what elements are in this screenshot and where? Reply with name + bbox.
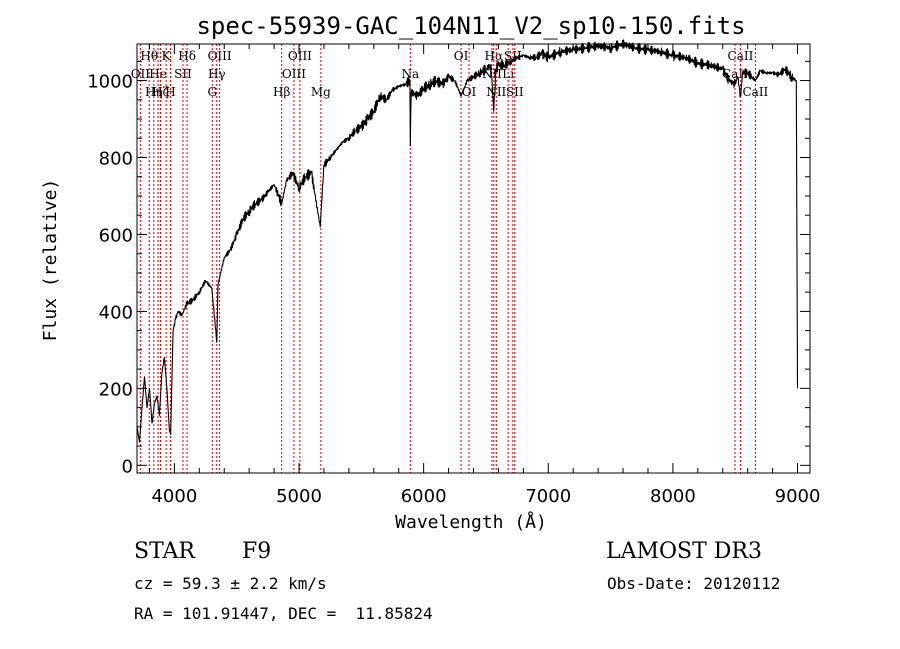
object-subclass: F9	[242, 539, 272, 564]
line-label: Mg	[311, 85, 331, 99]
x-tick-label: 5000	[276, 486, 322, 507]
line-label: OI	[462, 85, 477, 99]
y-tick-label: 800	[99, 149, 133, 170]
line-label: SII	[504, 49, 522, 63]
line-label: G	[207, 85, 217, 99]
line-label: OII	[131, 67, 151, 81]
line-label: Hα	[485, 49, 504, 63]
line-label: OIII	[288, 49, 312, 63]
plot-axes: 4000 5000 6000 7000 8000 9000 0 200 400 600 800 100…	[87, 43, 821, 507]
x-tick-label: 4000	[151, 486, 197, 507]
line-label: Li	[502, 67, 514, 81]
y-axis-label: Flux (relative)	[40, 179, 61, 342]
line-label: OI	[454, 49, 469, 63]
line-label: CaII	[742, 85, 768, 99]
line-label: Na	[401, 67, 419, 81]
observation-date: Obs-Date: 20120112	[607, 574, 781, 593]
line-label: SII	[506, 85, 524, 99]
spectral-lines: OIIHθHηHeHζKHSIIHδGHγOIIIHβOIIIOIIIMgNaO…	[131, 44, 769, 473]
x-tick-label: 9000	[775, 486, 821, 507]
x-tick-label: 6000	[401, 486, 447, 507]
redshift-value: cz = 59.3 ± 2.2 km/s	[134, 574, 327, 593]
object-class: STAR	[134, 539, 195, 564]
line-label: Hβ	[273, 85, 290, 99]
line-label: CaII	[728, 49, 754, 63]
chart-title: spec-55939-GAC_104N11_V2_sp10-150.fits	[196, 12, 745, 40]
coordinates: RA = 101.91447, DEC = 11.85824	[134, 604, 433, 623]
x-axis-label: Wavelength (Å)	[395, 511, 547, 533]
line-label: OIII	[208, 49, 232, 63]
survey-name: LAMOST DR3	[606, 539, 762, 564]
line-label: NII	[486, 85, 506, 99]
line-label: H	[165, 85, 175, 99]
line-label: SII	[174, 67, 192, 81]
y-tick-label: 1000	[87, 72, 133, 93]
series-line-flux	[136, 39, 799, 443]
x-tick-label: 8000	[650, 486, 696, 507]
line-label: Hδ	[178, 49, 196, 63]
line-label: Hγ	[208, 67, 226, 81]
line-label: Hθ	[140, 49, 158, 63]
line-label: K	[162, 49, 172, 63]
plot-frame	[136, 43, 811, 474]
x-tick-label: 7000	[525, 486, 571, 507]
line-label: Hζ	[152, 85, 169, 99]
line-label: He	[149, 67, 167, 81]
y-tick-label: 200	[99, 379, 133, 400]
y-tick-label: 400	[99, 302, 133, 323]
y-tick-label: 600	[99, 225, 133, 246]
y-tick-label: 0	[122, 456, 133, 477]
series-layer	[136, 39, 799, 443]
line-label: OIII	[282, 67, 306, 81]
